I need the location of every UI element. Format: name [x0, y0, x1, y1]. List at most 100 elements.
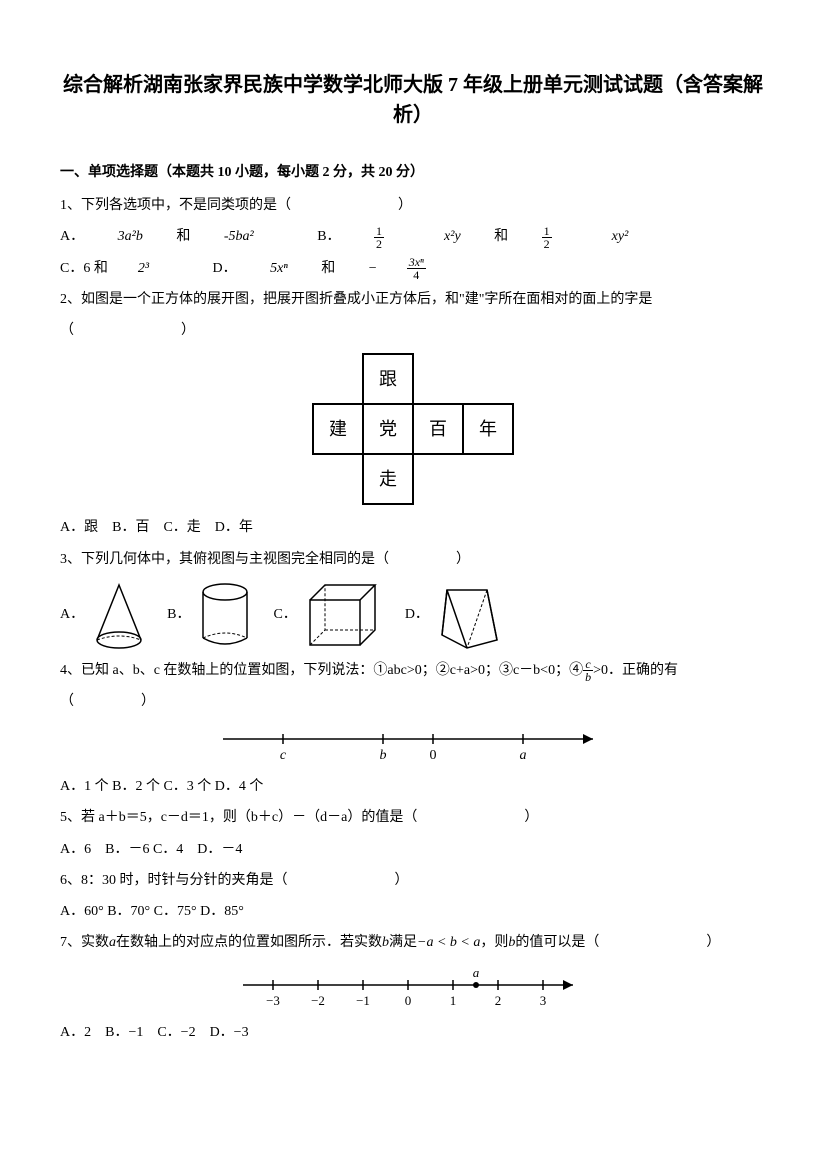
net-r1: 建 [313, 404, 363, 454]
q1-d-num: 3xⁿ [407, 256, 426, 269]
question-3: 3、下列几何体中，其俯视图与主视图完全相同的是（ ） [60, 547, 766, 572]
q4-frac-den: b [583, 671, 593, 683]
q5-options: A．6 B．－6 C．4 D．－4 [60, 837, 766, 862]
q1-stem: 1、下列各选项中，不是同类项的是（ [60, 198, 291, 213]
q7-a: a [109, 935, 116, 950]
q1-b-tail2: xy² [612, 229, 629, 244]
svg-text:1: 1 [450, 993, 457, 1008]
q1-b-pre: B． [317, 229, 340, 244]
q7-options: A．2 B．−1 C．−2 D．−3 [60, 1020, 766, 1045]
q3-optC: C． [273, 580, 384, 650]
q2-options: A．跟 B．百 C．走 D．年 [60, 515, 766, 540]
svg-text:0: 0 [405, 993, 412, 1008]
q3-shapes: A． B． C． D． [60, 580, 766, 650]
q1-d-pre: D． [213, 261, 237, 276]
q4-stem-post: >0．正确的有 [593, 663, 678, 678]
q1-optB: B． 12x²y 和 12xy² [317, 229, 658, 244]
q1-stem-end: ） [398, 198, 412, 213]
q1-a-pre: A． [60, 229, 84, 244]
q5-stem: 5、若 a＋b＝5，c－d＝1，则（b＋c）－（d－a）的值是（ [60, 810, 417, 825]
question-5: 5、若 a＋b＝5，c－d＝1，则（b＋c）－（d－a）的值是（ ） [60, 805, 766, 830]
q1-d-den: 4 [407, 269, 426, 281]
q1-b-tail1: x²y [444, 229, 461, 244]
q1-a-m2: -5ba² [224, 229, 254, 244]
q4-numberline: c b 0 a [60, 724, 766, 764]
net-r3: 百 [413, 404, 463, 454]
q4-paren-close: ） [141, 694, 155, 709]
q1-a-m1: 3a²b [118, 229, 143, 244]
q3-optB: B． [167, 580, 253, 650]
q3-optD: D． [405, 580, 507, 650]
q7-post: 的值可以是（ [515, 935, 599, 950]
q3-b-label: B． [167, 602, 190, 627]
svg-text:2: 2 [495, 993, 502, 1008]
svg-text:−3: −3 [266, 993, 280, 1008]
q6-stem: 6、8：30 时，时针与分针的夹角是（ [60, 873, 288, 888]
q1-c-m: 2³ [138, 261, 149, 276]
question-4: 4、已知 a、b、c 在数轴上的位置如图，下列说法：①abc>0；②c+a>0；… [60, 658, 766, 683]
q3-stem: 3、下列几何体中，其俯视图与主视图完全相同的是（ [60, 552, 389, 567]
q3-a-label: A． [60, 602, 84, 627]
q7-ineq: −a < b < a [417, 935, 480, 950]
q6-options: A．60° B．70° C．75° D．85° [60, 899, 766, 924]
prism-icon [437, 580, 507, 650]
q4-paren-open: （ [60, 694, 74, 709]
q4-stem-pre: 4、已知 a、b、c 在数轴上的位置如图，下列说法：①abc>0；②c+a>0；… [60, 663, 583, 678]
q1-b-den2: 2 [542, 238, 552, 250]
net-r2: 党 [363, 404, 413, 454]
q4-paren: （ ） [60, 689, 766, 714]
question-7: 7、实数a在数轴上的对应点的位置如图所示．若实数b满足−a < b < a，则b… [60, 930, 766, 955]
section-header: 一、单项选择题（本题共 10 小题，每小题 2 分，共 20 分） [60, 160, 766, 185]
q1-options-row2: C．6 和2³ D． 5xⁿ 和 −3xⁿ4 [60, 256, 766, 281]
cylinder-icon [198, 580, 253, 650]
q6-stem-end: ） [395, 873, 409, 888]
question-2: 2、如图是一个正方体的展开图，把展开图折叠成小正方体后，和"建"字所在面相对的面… [60, 287, 766, 312]
q1-options-row1: A． 3a²b 和 -5ba² B． 12x²y 和 12xy² [60, 224, 766, 249]
q1-d-mid: 和 [321, 261, 335, 276]
svg-text:b: b [380, 748, 387, 763]
q1-optD: D． 5xⁿ 和 −3xⁿ4 [213, 261, 486, 276]
svg-text:3: 3 [540, 993, 547, 1008]
q1-optC: C．6 和 2³ [60, 261, 183, 276]
q7-stem-end: ） [706, 935, 720, 950]
q3-c-label: C． [273, 602, 296, 627]
q3-optA: A． [60, 580, 147, 650]
svg-text:a: a [473, 965, 480, 980]
cone-icon [92, 580, 147, 650]
q2-paren-open: （ [60, 323, 74, 338]
q3-d-label: D． [405, 602, 429, 627]
q7-numberline: −3 −2 −1 0 1 2 3 a [60, 965, 766, 1010]
q1-optA: A． 3a²b 和 -5ba² [60, 229, 287, 244]
question-1: 1、下列各选项中，不是同类项的是（ ） [60, 193, 766, 218]
q7-mid2: 满足 [389, 935, 417, 950]
q7-pre: 7、实数 [60, 935, 109, 950]
q7-mid1: 在数轴上的对应点的位置如图所示．若实数 [116, 935, 382, 950]
q2-paren-close: ） [181, 323, 195, 338]
q2-paren: （ ） [60, 318, 766, 343]
q1-b-mid: 和 [494, 229, 508, 244]
q7-mid3: ，则 [480, 935, 508, 950]
svg-text:−1: −1 [356, 993, 370, 1008]
q1-b-num1: 1 [374, 225, 384, 238]
cuboid-icon [305, 580, 385, 650]
svg-text:a: a [520, 748, 527, 763]
q1-b-den1: 2 [374, 238, 384, 250]
question-6: 6、8：30 时，时针与分针的夹角是（ ） [60, 868, 766, 893]
q5-stem-end: ） [524, 810, 538, 825]
q1-c-pre: C．6 和 [60, 261, 108, 276]
q3-stem-end: ） [456, 552, 470, 567]
q1-d-sign: − [369, 261, 377, 276]
net-bottom: 走 [363, 454, 413, 504]
svg-text:0: 0 [430, 748, 437, 763]
net-r4: 年 [463, 404, 513, 454]
page-title: 综合解析湖南张家界民族中学数学北师大版 7 年级上册单元测试试题（含答案解析） [60, 70, 766, 130]
q1-a-mid: 和 [176, 229, 190, 244]
net-top: 跟 [363, 354, 413, 404]
q1-b-num2: 1 [542, 225, 552, 238]
svg-text:c: c [280, 748, 287, 763]
q1-d-m1: 5xⁿ [270, 261, 288, 276]
cube-net-figure: 跟 建 党 百 年 走 [60, 353, 766, 505]
q4-options: A．1 个 B．2 个 C．3 个 D．4 个 [60, 774, 766, 799]
q7-b: b [382, 935, 389, 950]
svg-text:−2: −2 [311, 993, 325, 1008]
